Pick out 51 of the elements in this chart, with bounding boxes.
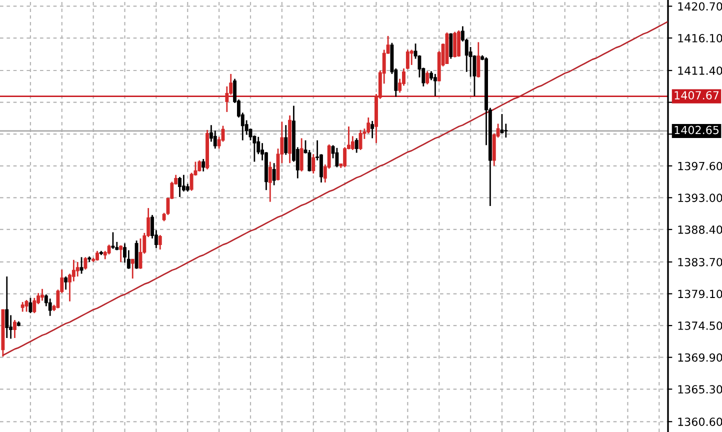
ref-line-label: 1402.65 (674, 126, 719, 134)
candlestick (13, 319, 16, 339)
candlestick (84, 256, 88, 270)
candlestick (202, 158, 206, 172)
candlestick (158, 234, 162, 250)
candlestick (32, 297, 36, 314)
candlestick (335, 147, 339, 168)
candlestick (119, 244, 123, 263)
candlestick (76, 261, 80, 278)
candlestick (453, 31, 457, 58)
y-tick-label: 1379.10 (678, 290, 722, 298)
y-tick-label: 1360.60 (678, 418, 722, 426)
candlestick (198, 160, 202, 172)
candlestick (64, 276, 68, 290)
candlestick (426, 70, 430, 86)
y-tick-label: 1411.40 (678, 66, 722, 75)
candlestick (178, 176, 182, 198)
candlestick (449, 32, 453, 60)
y-tick-label: 1369.90 (678, 353, 722, 362)
y-tick-label: 1397.60 (678, 162, 722, 170)
ref-line-label: 1407.67 (674, 91, 719, 100)
candlestick (410, 49, 414, 66)
candlestick (96, 250, 99, 262)
candlestick (111, 232, 115, 250)
candlestick (107, 244, 111, 256)
candlestick (40, 288, 44, 302)
candlestick (80, 256, 84, 274)
candlestick (312, 153, 316, 174)
y-tick-label: 1420.70 (678, 2, 722, 11)
candlestick (354, 138, 358, 154)
candlestick (504, 123, 508, 138)
y-tick-label: 1374.50 (678, 322, 722, 330)
y-tick-label: 1388.40 (678, 225, 722, 234)
candlestick (500, 113, 504, 134)
candlestick (268, 161, 272, 203)
candlestick (284, 124, 288, 156)
candlestick (20, 301, 24, 312)
candlestick (48, 298, 52, 317)
candlestick (370, 120, 374, 139)
candlestick (476, 41, 480, 78)
y-tick-label: 1365.30 (678, 385, 722, 394)
candlestick (433, 73, 437, 97)
candlestick (300, 138, 304, 172)
candlestick (272, 162, 276, 186)
y-tick-label: 1383.70 (678, 258, 722, 266)
candlestick (5, 276, 9, 339)
y-tick-label: 1416.10 (678, 34, 722, 42)
line-series (2, 21, 668, 356)
candlestick (130, 258, 134, 280)
y-tick-label: 1393.00 (678, 194, 722, 202)
candlestick (28, 297, 32, 314)
